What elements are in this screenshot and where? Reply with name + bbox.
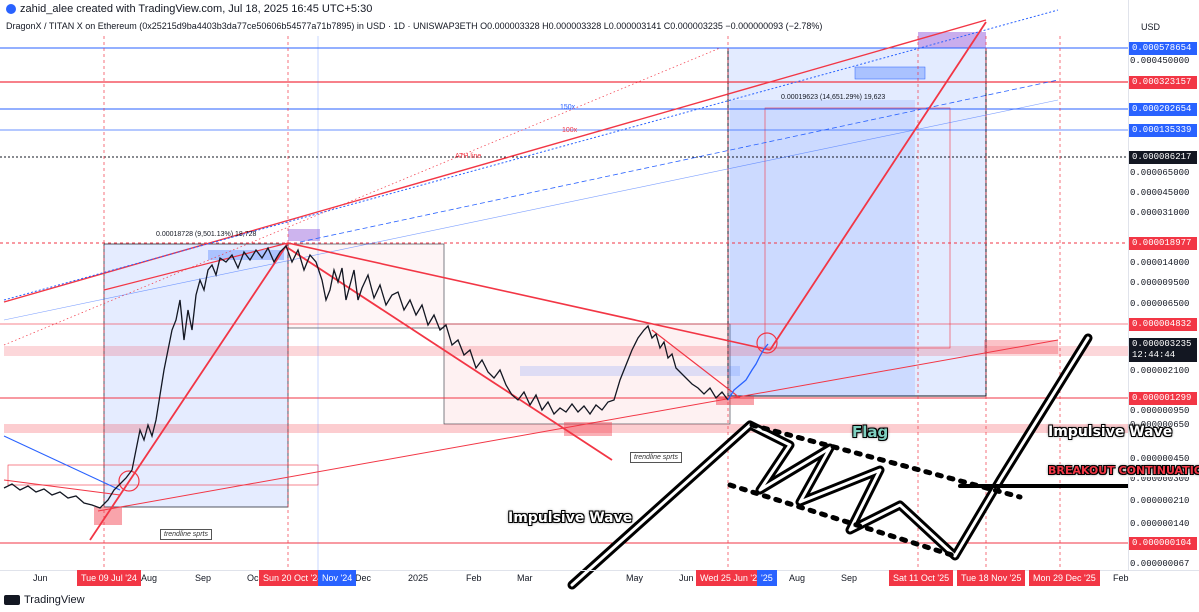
price-tick-label: 0.000006500 bbox=[1130, 299, 1190, 309]
zone-target-2 bbox=[854, 66, 926, 80]
time-tick-label: May bbox=[626, 573, 644, 583]
box-target-red bbox=[764, 107, 951, 349]
date-lines bbox=[103, 36, 1061, 570]
price-level-badge: 12:44:44 bbox=[1129, 349, 1197, 362]
trendlines bbox=[3, 9, 1059, 541]
price-level-badge: 0.000202654 bbox=[1129, 103, 1197, 116]
price-series-highlight bbox=[727, 343, 769, 401]
zone-ath bbox=[288, 229, 320, 241]
trendline-support-note-2: trendline sprts bbox=[630, 452, 682, 463]
author-line: zahid_alee created with TradingView.com,… bbox=[6, 3, 372, 15]
trendline-red-support bbox=[97, 339, 1059, 512]
price-level-badge: 0.000003235 bbox=[1129, 338, 1197, 351]
price-tick-label: 0.000000140 bbox=[1130, 519, 1190, 529]
brand-name: TradingView bbox=[24, 594, 85, 606]
flag-inner bbox=[570, 336, 1090, 587]
created-by-text: zahid_alee created with TradingView.com,… bbox=[20, 3, 373, 15]
price-tick-label: 0.000014000 bbox=[1130, 258, 1190, 268]
fib-100-label: 100x bbox=[562, 127, 578, 134]
fib-150-label: 150x bbox=[560, 104, 576, 111]
price-level-badge: 0.000323157 bbox=[1129, 76, 1197, 89]
price-level-badge: 0.000018977 bbox=[1129, 237, 1197, 250]
flag-drawing bbox=[567, 333, 1198, 590]
support-band-5 bbox=[94, 507, 122, 525]
breakout-circle-2 bbox=[756, 332, 778, 354]
flag-label: Flag bbox=[852, 423, 889, 441]
measure-label-right: 0.00019623 (14,651.29%) 19,623 bbox=[781, 94, 886, 101]
time-tick-label: 2025 bbox=[408, 573, 429, 583]
time-tick-label: Oc bbox=[247, 573, 259, 583]
impulsive-wave-label-left: Impulsive Wave bbox=[508, 510, 633, 526]
trendline-red-channel bbox=[3, 479, 121, 496]
trendline-red-flag bbox=[651, 329, 741, 399]
price-tick-label: 0.000065000 bbox=[1130, 168, 1190, 178]
time-tick-label: Dec bbox=[355, 573, 372, 583]
trendline-blue-channel bbox=[3, 435, 121, 491]
date-badge: Sun 20 Oct '24 bbox=[259, 570, 327, 586]
time-tick-label: Mar bbox=[517, 573, 533, 583]
time-tick-label: Jun bbox=[679, 573, 694, 583]
trendline-red-impulse-1 bbox=[89, 242, 289, 541]
trendline-red-impulse-2 bbox=[769, 21, 987, 351]
footer-brand[interactable]: TradingView bbox=[4, 594, 85, 606]
date-badge: '25 bbox=[757, 570, 777, 586]
price-tick-label: 0.000002100 bbox=[1130, 366, 1190, 376]
time-tick-label: Aug bbox=[789, 573, 806, 583]
support-band-8 bbox=[716, 396, 754, 405]
date-badge: Sat 11 Oct '25 bbox=[889, 570, 954, 586]
measure-label-left: 0.00018728 (9,501.13%) 18,728 bbox=[156, 231, 257, 238]
tradingview-logo-icon bbox=[4, 595, 20, 605]
time-tick-label: Feb bbox=[1113, 573, 1129, 583]
currency-label: USD bbox=[1141, 22, 1161, 32]
ath-line-label: ATH line bbox=[455, 153, 482, 160]
price-tick-label: 0.000000650 bbox=[1130, 420, 1190, 430]
breakout-circle-1 bbox=[118, 470, 140, 492]
trendline-red-dotted bbox=[3, 47, 721, 346]
price-level-badge: 0.000004832 bbox=[1129, 318, 1197, 331]
time-axis[interactable] bbox=[0, 570, 1199, 589]
price-tick-label: 0.000009500 bbox=[1130, 278, 1190, 288]
date-badge: Nov '24 bbox=[318, 570, 357, 586]
flag-lower-dots bbox=[727, 482, 958, 559]
price-level-badge: 0.000000104 bbox=[1129, 537, 1197, 550]
price-level-badge: 0.000135339 bbox=[1129, 124, 1197, 137]
time-tick-label: Feb bbox=[466, 573, 482, 583]
impulsive-wave-label-right: Impulsive Wave bbox=[1048, 424, 1173, 440]
price-tick-label: 0.000000950 bbox=[1130, 406, 1190, 416]
trendline-red-down-1 bbox=[287, 247, 613, 461]
avatar bbox=[6, 4, 16, 14]
date-badge: Mon 29 Dec '25 bbox=[1029, 570, 1100, 586]
trendline-support-note-1: trendline sprts bbox=[160, 529, 212, 540]
price-level-badge: 0.000086217 bbox=[1129, 151, 1197, 164]
price-tick-label: 0.000000450 bbox=[1130, 454, 1190, 464]
symbol-legend[interactable]: DragonX / TITAN X on Ethereum (0x25215d9… bbox=[6, 21, 823, 31]
date-badge: Tue 09 Jul '24 bbox=[77, 570, 141, 586]
price-level-badge: 0.000578654 bbox=[1129, 42, 1197, 55]
price-tick-label: 0.000000067 bbox=[1130, 559, 1190, 569]
trendline-blue-thin bbox=[3, 99, 1059, 321]
breakout-continuation-label: BREAKOUT CONTINUATION bbox=[1046, 464, 1199, 477]
price-level-badge: 0.000001299 bbox=[1129, 392, 1197, 405]
price-tick-label: 0.000000210 bbox=[1130, 496, 1190, 506]
trendline-blue-dashed bbox=[299, 79, 1059, 243]
price-tick-label: 0.000031000 bbox=[1130, 208, 1190, 218]
time-tick-label: Jun bbox=[33, 573, 48, 583]
price-tick-label: 0.000000300 bbox=[1130, 474, 1190, 484]
support-band-2 bbox=[4, 424, 1128, 433]
time-tick-label: Aug bbox=[141, 573, 158, 583]
date-badge: Tue 18 Nov '25 bbox=[957, 570, 1026, 586]
time-tick-label: Sep bbox=[195, 573, 212, 583]
support-band-7 bbox=[520, 366, 740, 376]
price-tick-label: 0.000450000 bbox=[1130, 56, 1190, 66]
date-badge: Wed 25 Jun '25 bbox=[696, 570, 767, 586]
price-tick-label: 0.000045000 bbox=[1130, 188, 1190, 198]
price-series bbox=[3, 244, 729, 509]
trendline-red-down-2 bbox=[287, 242, 771, 351]
chart-header: zahid_alee created with TradingView.com,… bbox=[0, 0, 1128, 36]
time-tick-label: Sep bbox=[841, 573, 858, 583]
measure-box-right bbox=[727, 47, 987, 397]
support-band-1 bbox=[4, 346, 1128, 356]
range-box-oct bbox=[287, 243, 445, 329]
